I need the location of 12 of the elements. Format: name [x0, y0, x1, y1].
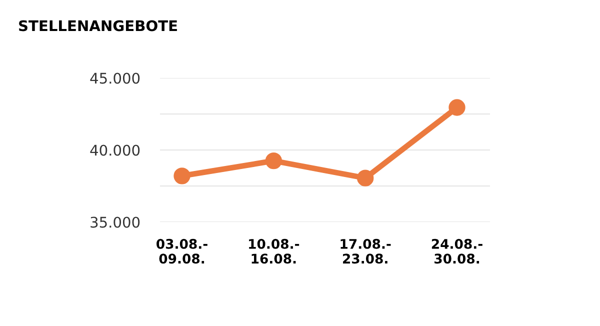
point — [265, 152, 282, 170]
x-tick-label: 10.08.- 16.08. — [249, 238, 300, 264]
point — [357, 170, 374, 186]
x-tick-label: 03.08.- 09.08. — [156, 238, 208, 264]
x-tick-label: 17.08.- 23.08. — [340, 238, 391, 264]
y-tick-label: 35.000 — [90, 216, 140, 228]
y-tick-label: 40.000 — [90, 144, 140, 156]
y-tick-label: 45.000 — [90, 72, 140, 84]
point — [174, 168, 190, 184]
point — [448, 99, 466, 116]
chart-title: STELLENANGEBOTE — [19, 20, 177, 32]
x-tick-label: 24.08.- 30.08. — [432, 238, 482, 264]
